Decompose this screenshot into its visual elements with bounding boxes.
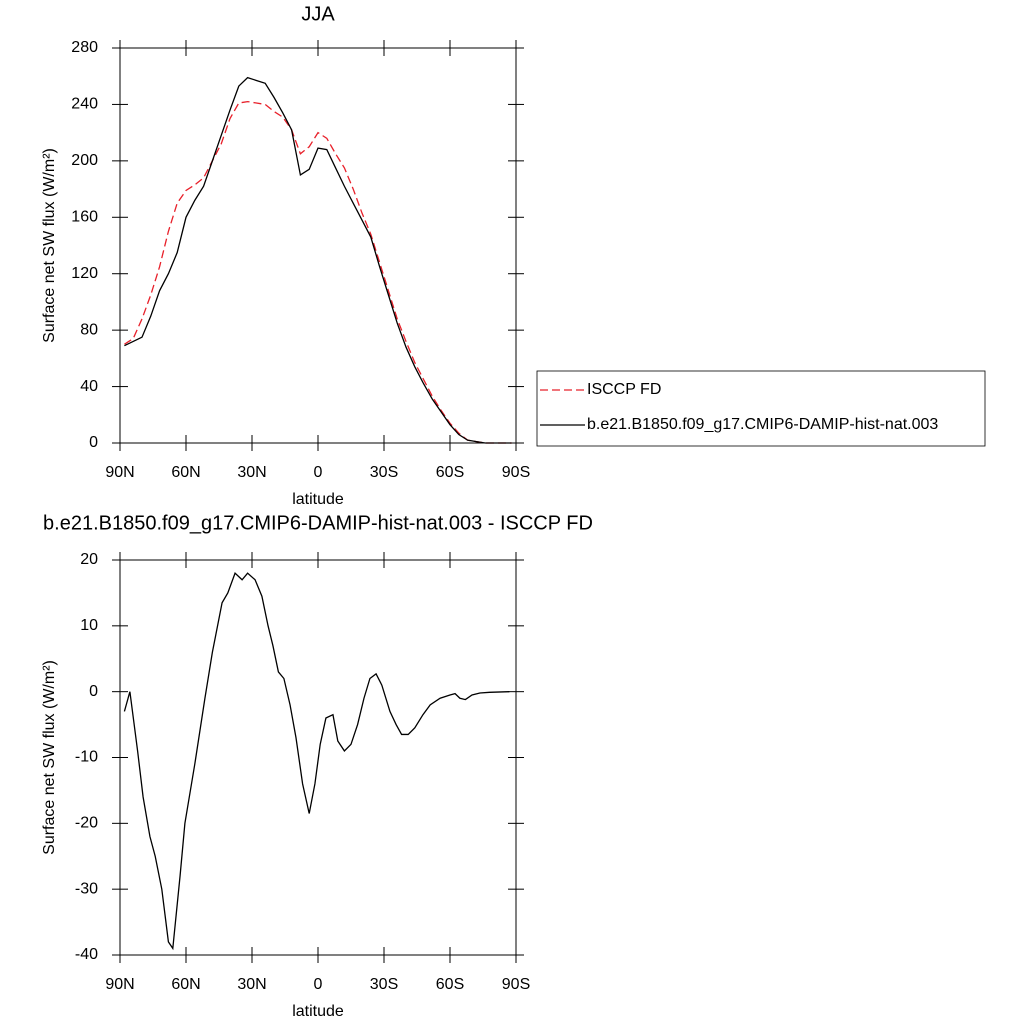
y-tick-label: -20 xyxy=(75,815,98,832)
y-axis-label: Surface net SW flux (W/m²) xyxy=(41,660,58,855)
y-tick-label: -10 xyxy=(75,749,98,766)
y-tick-label: 200 xyxy=(71,152,98,169)
x-tick-label: 30S xyxy=(370,976,398,993)
y-tick-label: 120 xyxy=(71,265,98,282)
series-line xyxy=(124,76,512,444)
x-tick-label: 90N xyxy=(105,464,134,481)
y-tick-label: 0 xyxy=(89,434,98,451)
x-tick-label: 0 xyxy=(314,464,323,481)
x-tick-label: 0 xyxy=(314,976,323,993)
x-axis-label: latitude xyxy=(292,491,344,508)
y-tick-label: -30 xyxy=(75,880,98,897)
x-tick-label: 60N xyxy=(171,976,200,993)
series-line xyxy=(123,572,510,951)
y-tick-label: 80 xyxy=(80,321,98,338)
chart-title: JJA xyxy=(301,3,335,25)
x-tick-label: 60N xyxy=(171,464,200,481)
x-tick-label: 90S xyxy=(502,976,530,993)
y-tick-label: 280 xyxy=(71,39,98,56)
x-tick-label: 30N xyxy=(237,464,266,481)
y-tick-label: 240 xyxy=(71,96,98,113)
x-axis-label: latitude xyxy=(292,1003,344,1020)
y-tick-label: 0 xyxy=(89,683,98,700)
x-tick-label: 60S xyxy=(436,976,464,993)
x-tick-label: 60S xyxy=(436,464,464,481)
series-line xyxy=(124,100,512,444)
legend-label: b.e21.B1850.f09_g17.CMIP6-DAMIP-hist-nat… xyxy=(587,416,938,433)
x-tick-label: 30S xyxy=(370,464,398,481)
legend-box xyxy=(536,370,986,447)
y-tick-label: 10 xyxy=(80,617,98,634)
x-tick-label: 90S xyxy=(502,464,530,481)
y-tick-label: 40 xyxy=(80,378,98,395)
y-tick-label: 20 xyxy=(80,551,98,568)
y-axis-label: Surface net SW flux (W/m²) xyxy=(41,148,58,343)
x-tick-label: 30N xyxy=(237,976,266,993)
legend-label: ISCCP FD xyxy=(587,381,661,398)
y-tick-label: -40 xyxy=(75,946,98,963)
y-tick-label: 160 xyxy=(71,209,98,226)
x-tick-label: 90N xyxy=(105,976,134,993)
chart-title: b.e21.B1850.f09_g17.CMIP6-DAMIP-hist-nat… xyxy=(43,512,593,534)
